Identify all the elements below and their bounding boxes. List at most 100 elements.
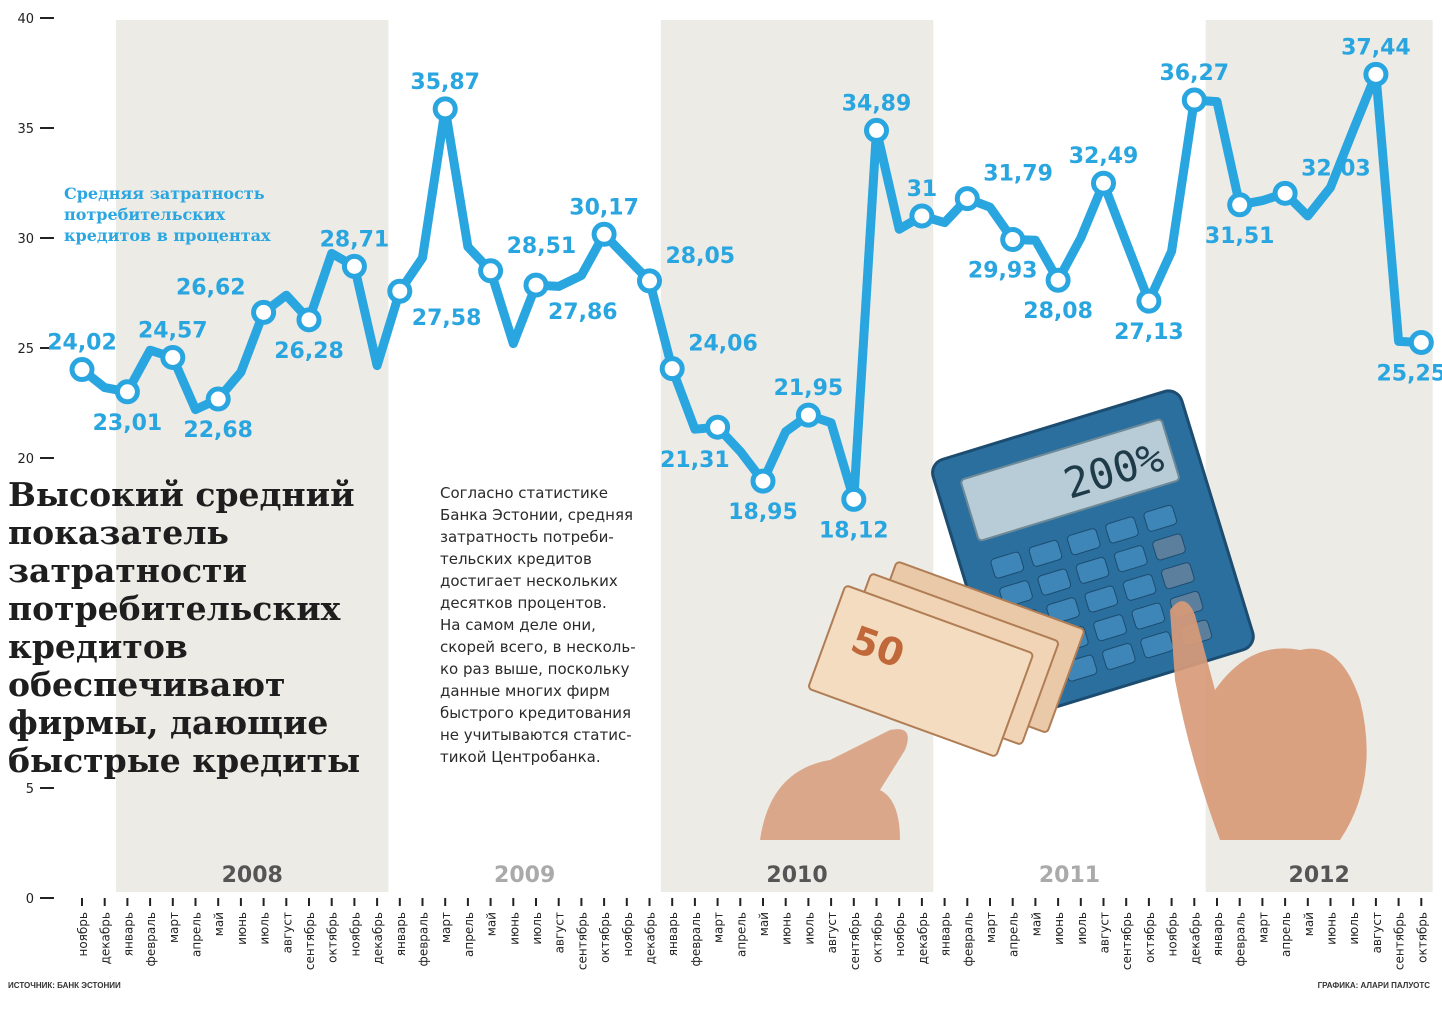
data-label: 24,57 [138, 318, 208, 343]
x-tick-label: август [280, 912, 294, 953]
x-tick-label: декабрь [916, 912, 930, 964]
data-label: 36,27 [1160, 61, 1230, 86]
x-tick-label: май [1029, 912, 1043, 936]
x-tick-label: май [757, 912, 771, 936]
source-credit: ИСТОЧНИК: БАНК ЭСТОНИИ [8, 981, 121, 990]
data-label: 31,51 [1205, 224, 1275, 249]
x-tick-label: сентябрь [848, 912, 862, 970]
x-tick-label: март [1256, 912, 1270, 943]
x-tick-label: сентябрь [303, 912, 317, 970]
x-tick-label: июнь [1325, 912, 1339, 945]
x-tick-label: февраль [1234, 912, 1248, 966]
y-tick-label-35: 35 [17, 122, 34, 137]
x-tick-label: октябрь [326, 912, 340, 963]
x-tick-label: декабрь [644, 912, 658, 964]
x-tick-label: июль [1347, 912, 1361, 945]
data-point-marker [254, 302, 274, 322]
x-tick-label: июнь [507, 912, 521, 945]
data-point-marker [390, 281, 410, 301]
data-label: 26,62 [176, 275, 246, 300]
data-point-marker [594, 224, 614, 244]
data-point-marker [662, 359, 682, 379]
x-tick-label: июль [530, 912, 544, 945]
data-label: 30,17 [569, 195, 639, 220]
year-label-2010: 2010 [766, 863, 827, 888]
x-tick-label: октябрь [1143, 912, 1157, 963]
x-tick-label: апрель [1279, 912, 1293, 957]
data-point-marker [208, 389, 228, 409]
data-point-marker [72, 360, 92, 380]
y-tick-label-20: 20 [17, 452, 34, 467]
x-tick-label: февраль [144, 912, 158, 966]
x-tick-label: апрель [462, 912, 476, 957]
x-tick-label: август [553, 912, 567, 953]
data-point-marker [481, 261, 501, 281]
data-point-marker [957, 189, 977, 209]
x-tick-label: март [439, 912, 453, 943]
data-point-marker [344, 256, 364, 276]
data-point-marker [1411, 333, 1431, 353]
data-point-marker [1048, 270, 1068, 290]
data-point-marker [1094, 173, 1114, 193]
x-tick-label: октябрь [1415, 912, 1429, 963]
x-tick-label: август [1098, 912, 1112, 953]
data-point-marker [299, 310, 319, 330]
x-tick-label: январь [121, 912, 135, 956]
data-label: 35,87 [410, 70, 480, 95]
headline: Высокий средний показатель затратности п… [8, 476, 388, 780]
data-point-marker [798, 405, 818, 425]
x-tick-label: ноябрь [893, 912, 907, 957]
data-label: 25,25 [1377, 362, 1442, 387]
x-tick-label: октябрь [598, 912, 612, 963]
data-label: 29,93 [968, 259, 1038, 284]
data-label: 32,49 [1069, 144, 1139, 169]
series-name-label: Средняя затратность потребительских кред… [64, 183, 294, 246]
data-point-marker [912, 206, 932, 226]
year-label-2011: 2011 [1039, 863, 1100, 888]
x-tick-label: февраль [961, 912, 975, 966]
x-tick-label: июль [802, 912, 816, 945]
y-tick-label-40: 40 [17, 12, 34, 27]
data-label: 21,95 [774, 376, 844, 401]
x-tick-label: ноябрь [1166, 912, 1180, 957]
y-tick-label-30: 30 [17, 232, 34, 247]
x-tick-label: ноябрь [348, 912, 362, 957]
x-tick-label: апрель [190, 912, 204, 957]
x-tick-label: июнь [235, 912, 249, 945]
x-tick-label: декабрь [371, 912, 385, 964]
x-tick-label: январь [394, 912, 408, 956]
data-point-marker [1003, 230, 1023, 250]
data-label: 31,79 [983, 162, 1053, 187]
x-tick-label: сентябрь [1393, 912, 1407, 970]
data-point-marker [1230, 195, 1250, 215]
data-point-marker [1184, 90, 1204, 110]
data-label: 32,03 [1301, 156, 1371, 181]
year-label-2009: 2009 [494, 863, 555, 888]
y-tick-label-0: 0 [26, 892, 34, 907]
data-label: 26,28 [274, 339, 344, 364]
x-tick-label: ноябрь [621, 912, 635, 957]
data-label: 22,68 [183, 418, 253, 443]
data-label: 28,51 [507, 234, 577, 259]
data-label: 28,08 [1023, 299, 1093, 324]
data-label: 21,31 [660, 448, 730, 473]
x-tick-label: апрель [1007, 912, 1021, 957]
data-point-marker [435, 99, 455, 119]
x-tick-label: июль [258, 912, 272, 945]
data-label: 34,89 [842, 91, 912, 116]
x-tick-label: март [712, 912, 726, 943]
data-point-marker [640, 271, 660, 291]
explanatory-note: Согласно статистике Банка Эстонии, средн… [440, 482, 680, 768]
year-label-2008: 2008 [222, 863, 283, 888]
data-label: 27,86 [548, 300, 618, 325]
x-tick-label: июнь [1052, 912, 1066, 945]
y-tick-label-25: 25 [17, 342, 34, 357]
year-label-2012: 2012 [1289, 863, 1350, 888]
x-tick-label: декабрь [1188, 912, 1202, 964]
data-label: 31 [907, 177, 938, 202]
data-label: 24,02 [47, 331, 117, 356]
data-point-marker [526, 275, 546, 295]
x-tick-label: май [1302, 912, 1316, 936]
x-tick-label: декабрь [99, 912, 113, 964]
x-tick-label: август [1370, 912, 1384, 953]
